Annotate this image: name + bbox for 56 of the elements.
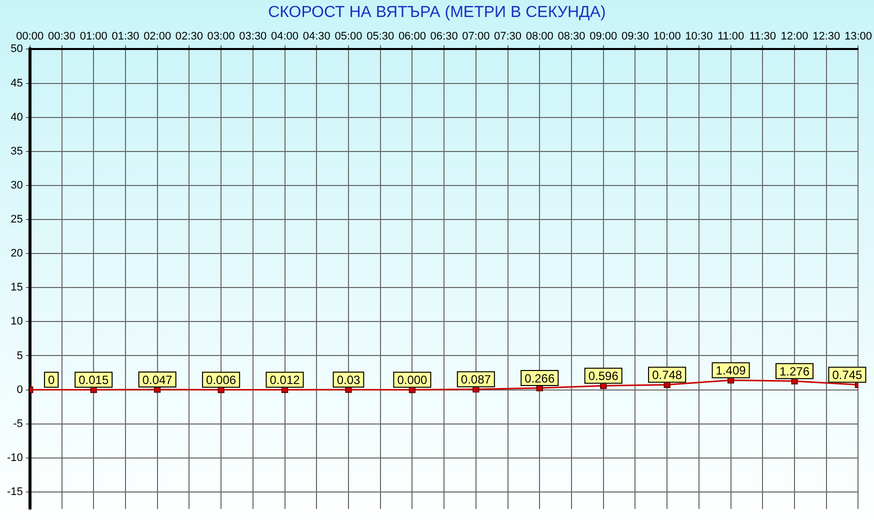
x-tick-label: 05:00 (334, 30, 362, 43)
x-tick-label: 01:30 (112, 30, 140, 43)
data-label: 0.000 (397, 373, 428, 388)
x-tick-label: 08:30 (558, 30, 586, 43)
data-label: 0 (48, 373, 55, 388)
data-label: 0.596 (588, 369, 619, 384)
x-tick-label: 00:00 (16, 30, 44, 43)
x-tick-label: 10:00 (653, 30, 681, 43)
x-tick-label: 02:30 (175, 30, 203, 43)
x-tick-label: 11:00 (717, 30, 744, 43)
x-tick-label: 09:30 (621, 30, 649, 43)
data-label: 0.012 (270, 373, 300, 388)
y-tick-label: -10 (6, 452, 23, 464)
x-tick-label: 09:00 (590, 30, 618, 43)
data-label: 0.03 (336, 372, 360, 387)
x-tick-label: 01:00 (80, 30, 108, 43)
y-tick-label: 0 (16, 384, 23, 396)
y-tick-label: 30 (10, 179, 23, 192)
y-tick-label: 45 (10, 77, 23, 90)
x-tick-label: 03:00 (207, 30, 235, 43)
x-tick-label: 13:00 (844, 30, 872, 43)
y-tick-label: 5 (16, 350, 23, 362)
x-tick-label: 00:30 (48, 30, 76, 43)
x-tick-label: 12:30 (812, 30, 840, 43)
x-tick-label: 08:00 (526, 30, 554, 43)
data-label: 0.087 (460, 372, 492, 387)
y-tick-label: 20 (10, 248, 23, 260)
chart-title: СКОРОСТ НА ВЯТЪРА (МЕТРИ В СЕКУНДА) (267, 4, 607, 22)
data-label: 0.266 (524, 371, 555, 386)
x-tick-label: 02:00 (144, 30, 172, 43)
y-tick-label: 15 (10, 282, 23, 294)
x-tick-label: 06:00 (398, 30, 426, 43)
x-tick-label: 10:30 (685, 30, 713, 43)
x-tick-label: 11:30 (749, 30, 776, 43)
data-label: 1.276 (780, 364, 810, 378)
x-tick-label: 07:30 (494, 30, 522, 43)
data-label: 0.745 (832, 368, 863, 382)
y-tick-label: 35 (10, 145, 23, 158)
y-tick-label: 10 (10, 316, 23, 328)
x-tick-label: 06:30 (430, 30, 458, 43)
x-tick-label: 04:00 (271, 30, 299, 43)
data-label: 0.047 (142, 372, 173, 387)
x-tick-label: 03:30 (239, 30, 267, 43)
data-label: 0.748 (652, 368, 682, 382)
y-tick-label: 25 (10, 214, 23, 226)
y-tick-label: -5 (13, 418, 23, 430)
x-tick-label: 04:30 (302, 30, 330, 43)
x-tick-label: 07:00 (462, 30, 490, 43)
y-tick-label: 40 (10, 111, 23, 124)
y-tick-label: -15 (6, 486, 23, 498)
data-label: 0.006 (206, 373, 236, 388)
x-tick-label: 12:00 (780, 30, 808, 43)
x-tick-label: 05:30 (366, 30, 394, 43)
y-tick-label: 50 (10, 43, 23, 56)
data-label: 0.015 (78, 373, 109, 388)
data-label: 1.409 (716, 364, 746, 378)
